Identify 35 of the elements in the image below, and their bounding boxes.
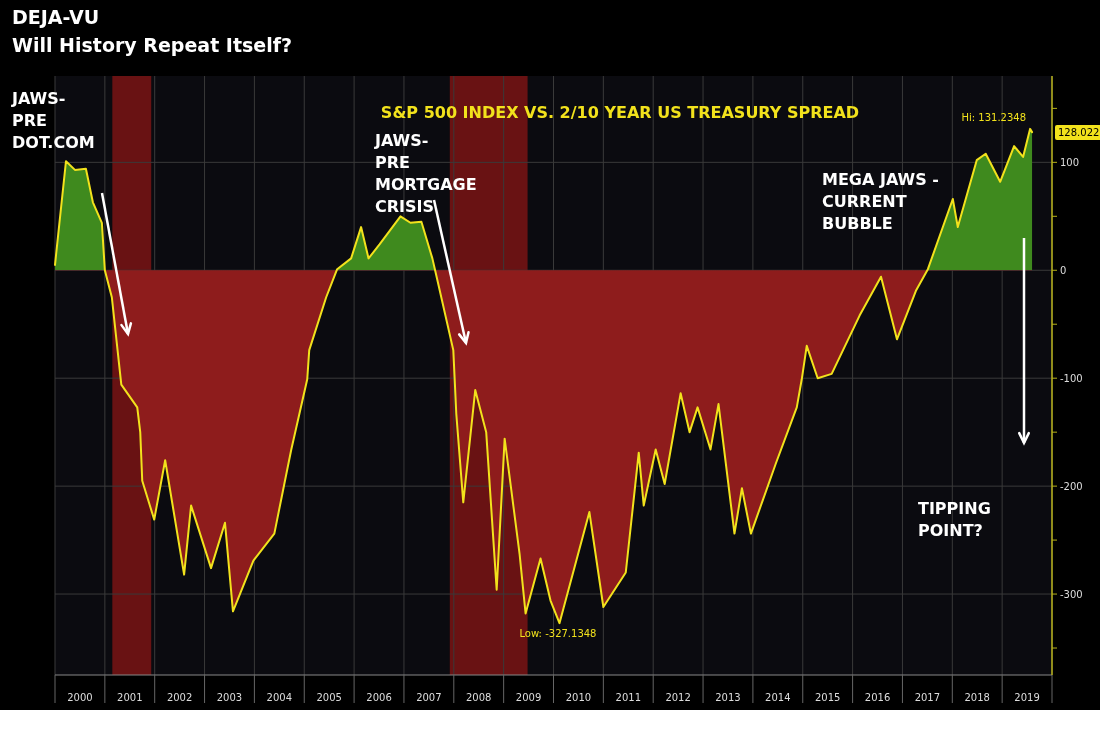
x-tick-label: 2000 — [67, 692, 93, 703]
x-tick-label: 2002 — [166, 692, 193, 703]
annotation: JAWS- PRE DOT.COM — [11, 89, 95, 152]
x-tick-label: 2011 — [615, 692, 641, 703]
x-tick-label: 2014 — [765, 692, 791, 703]
x-tick-label: 2012 — [665, 692, 691, 703]
x-tick-label: 2001 — [117, 692, 143, 703]
annotation: JAWS- PRE MORTGAGE CRISIS — [374, 131, 477, 216]
x-tick-label: 2005 — [316, 692, 342, 703]
y-tick-label: 100 — [1060, 157, 1080, 169]
x-tick-label: 2006 — [366, 692, 392, 703]
x-tick-label: 2015 — [814, 692, 841, 703]
annotation: S&P 500 INDEX VS. 2/10 YEAR US TREASURY SPREAD — [380, 103, 860, 122]
x-tick-label: 2013 — [715, 692, 741, 703]
chart-subtitle: Will History Repeat Itself? — [12, 34, 293, 56]
y-tick-label: -100 — [1060, 373, 1083, 385]
x-tick-label: 2007 — [416, 692, 442, 703]
x-tick-label: 2003 — [216, 692, 243, 703]
y-tick-label: -300 — [1060, 589, 1083, 601]
y-tick-label: -200 — [1060, 481, 1083, 493]
x-tick-label: 2017 — [914, 692, 941, 703]
annotation: 128.022 — [1058, 127, 1100, 139]
x-tick-label: 2010 — [565, 692, 592, 703]
chart-title: DEJA-VU — [12, 6, 100, 28]
x-tick-label: 2008 — [466, 692, 492, 703]
x-tick-label: 2018 — [964, 692, 990, 703]
x-tick-label: 2016 — [864, 692, 891, 703]
x-tick-label: 2009 — [515, 692, 542, 703]
annotation: Low: -327.1348 — [519, 628, 597, 640]
x-tick-label: 2019 — [1014, 692, 1040, 703]
annotation: TIPPING POINT? — [918, 499, 991, 540]
annotation: MEGA JAWS - CURRENT BUBBLE — [822, 170, 939, 233]
x-tick-label: 2004 — [266, 692, 293, 703]
annotation: Hi: 131.2348 — [961, 111, 1027, 123]
y-tick-label: 0 — [1060, 265, 1067, 277]
